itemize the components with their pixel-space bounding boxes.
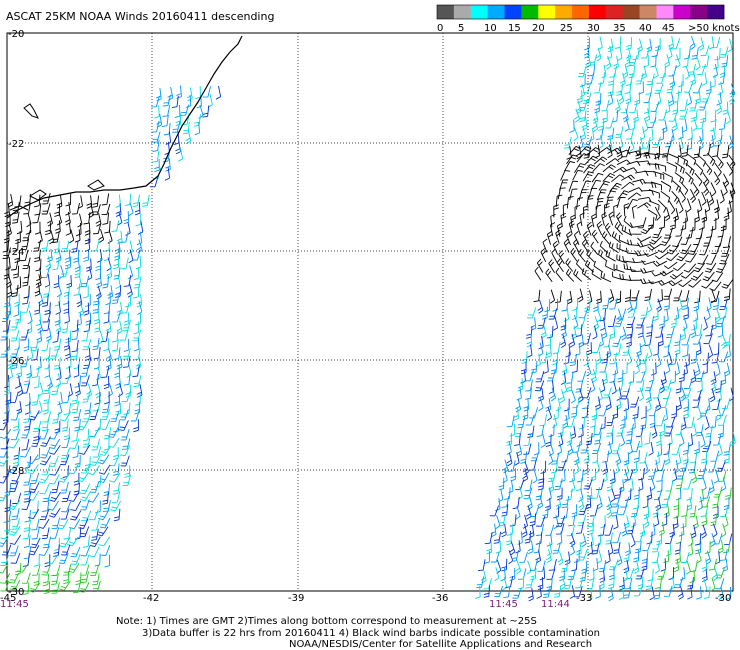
lon-label: -45 (0, 593, 16, 604)
lon-label: -33 (576, 593, 592, 604)
legend-label: 10 (484, 23, 497, 34)
coastline (6, 35, 243, 219)
lat-label: -28 (8, 466, 24, 477)
legend-swatch (470, 5, 488, 19)
legend-label: 25 (560, 23, 573, 34)
map-title: ASCAT 25KM NOAA Winds 20160411 descendin… (6, 10, 274, 23)
lat-label: -26 (8, 356, 24, 367)
legend-label: 20 (532, 23, 545, 34)
lon-label: -42 (143, 593, 159, 604)
legend-swatch (656, 5, 674, 19)
lon-label: -39 (288, 593, 304, 604)
legend-label: >50 knots (688, 23, 740, 34)
legend-label: 15 (508, 23, 521, 34)
legend-label: 40 (639, 23, 652, 34)
legend-swatch (521, 5, 539, 19)
legend-swatch (639, 5, 657, 19)
legend-swatch (504, 5, 522, 19)
latitude-labels: -20 -22 -24 -26 -28 -30 (8, 29, 24, 598)
legend-swatch (453, 5, 472, 19)
note-line-1: Note: 1) Times are GMT 2)Times along bot… (116, 616, 537, 627)
legend-label: 30 (587, 23, 600, 34)
color-legend: 0 5 10 15 20 25 30 35 40 45 >50 knots (436, 4, 740, 34)
legend-swatch (555, 5, 573, 19)
lat-label: -24 (8, 247, 24, 258)
lat-label: -30 (8, 587, 24, 598)
legend-label: 5 (458, 23, 464, 34)
wind-barbs-layer (0, 35, 736, 602)
longitude-labels: -45 -42 -39 -36 -33 -30 (0, 593, 731, 604)
legend-swatch (588, 5, 607, 19)
swath-time-right-end: 11:44 (541, 599, 570, 610)
legend-label: 0 (437, 23, 443, 34)
lat-label: -22 (8, 139, 24, 150)
legend-swatch (622, 5, 640, 19)
lon-label: -36 (432, 593, 448, 604)
lat-label: -20 (8, 29, 24, 40)
swath-time-right-start: 11:45 (489, 599, 518, 610)
swath-time-left: 11:45 (0, 599, 29, 610)
legend-swatch (572, 5, 590, 19)
note-line-3: NOAA/NESDIS/Center for Satellite Applica… (289, 639, 592, 650)
legend-swatch (690, 5, 708, 19)
legend-frame (436, 4, 725, 20)
legend-label: 35 (613, 23, 626, 34)
note-line-2: 3)Data buffer is 22 hrs from 20160411 4)… (142, 628, 600, 639)
legend-label: 45 (662, 23, 675, 34)
legend-swatch (437, 5, 455, 19)
legend-swatch (605, 5, 624, 19)
legend-swatch (673, 5, 691, 19)
legend-swatch (707, 5, 725, 19)
legend-swatch (538, 5, 556, 19)
legend-swatch (487, 5, 505, 19)
lon-label: -30 (715, 593, 731, 604)
graticule (7, 33, 733, 591)
